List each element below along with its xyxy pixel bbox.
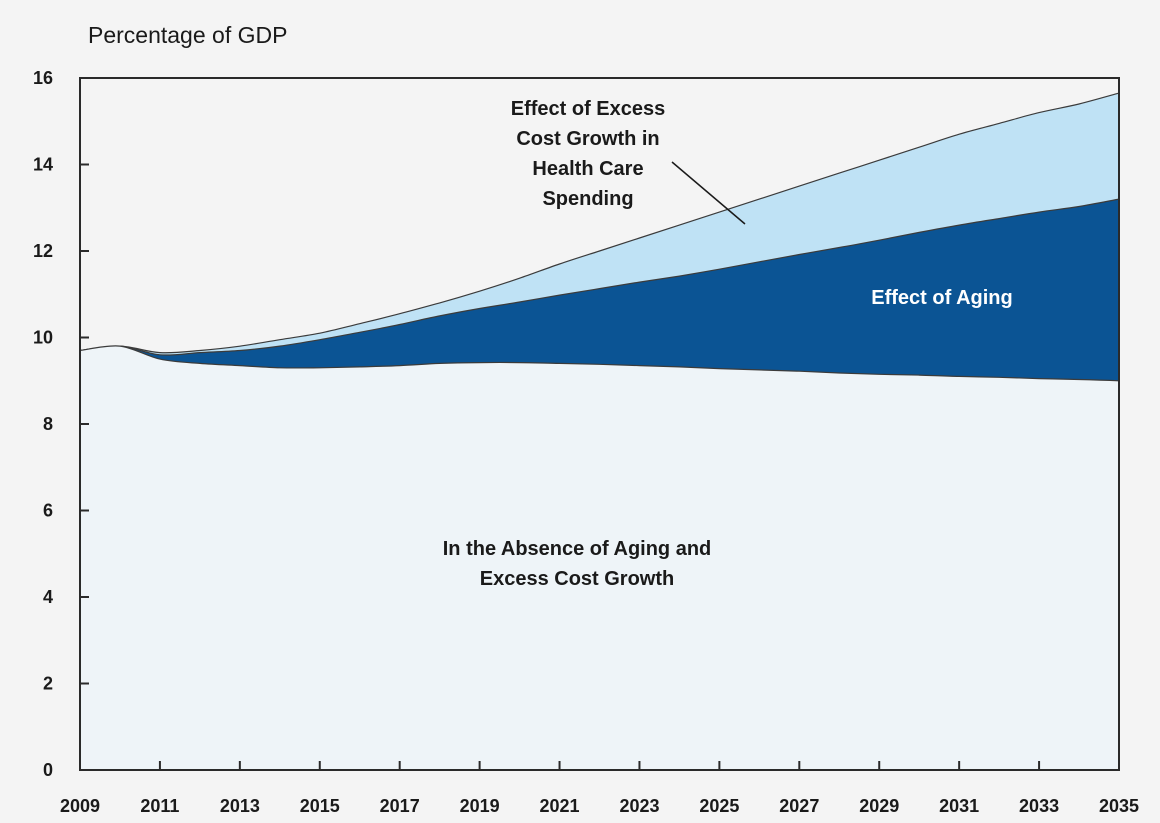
y-tick-label: 8 xyxy=(43,414,53,434)
axes-layer: 0 2 4 6 8 10 12 14 16 2009 2011 2013 2015 2017 2019 202… xyxy=(33,68,1139,816)
x-tick-label: 2023 xyxy=(619,796,659,816)
x-tick-label: 2009 xyxy=(60,796,100,816)
x-tick-label: 2031 xyxy=(939,796,979,816)
areas-layer xyxy=(79,78,1120,771)
y-tick-label: 4 xyxy=(43,587,53,607)
x-tick-label: 2011 xyxy=(140,796,179,816)
y-tick-label: 12 xyxy=(33,241,53,261)
x-tick-label: 2027 xyxy=(779,796,819,816)
series-area-0 xyxy=(79,345,1120,771)
x-tick-label: 2033 xyxy=(1019,796,1059,816)
y-tick-label: 16 xyxy=(33,68,53,88)
annotation-absence: In the Absence of Aging and Excess Cost G… xyxy=(443,538,712,590)
annotations-layer: Effect of Excess Cost Growth in Health Car… xyxy=(443,98,1013,590)
x-tick-label: 2035 xyxy=(1099,796,1139,816)
x-tick-label: 2029 xyxy=(859,796,899,816)
x-tick-label: 2015 xyxy=(300,796,340,816)
annotation-excess-cost: Effect of Excess Cost Growth in Health Car… xyxy=(511,98,666,210)
y-axis-title: Percentage of GDP xyxy=(88,22,287,48)
y-tick-label: 14 xyxy=(33,155,53,175)
y-tick-label: 2 xyxy=(43,674,53,694)
y-tick-label: 10 xyxy=(33,328,53,348)
x-tick-label: 2017 xyxy=(380,796,420,816)
x-tick-label: 2021 xyxy=(540,796,580,816)
y-tick-label: 0 xyxy=(43,760,53,780)
annotation-aging: Effect of Aging xyxy=(871,287,1012,309)
annotation-leader-line xyxy=(671,161,746,225)
x-tick-label: 2025 xyxy=(699,796,739,816)
y-tick-label: 6 xyxy=(43,501,53,521)
x-tick-label: 2019 xyxy=(460,796,500,816)
x-tick-label: 2013 xyxy=(220,796,260,816)
